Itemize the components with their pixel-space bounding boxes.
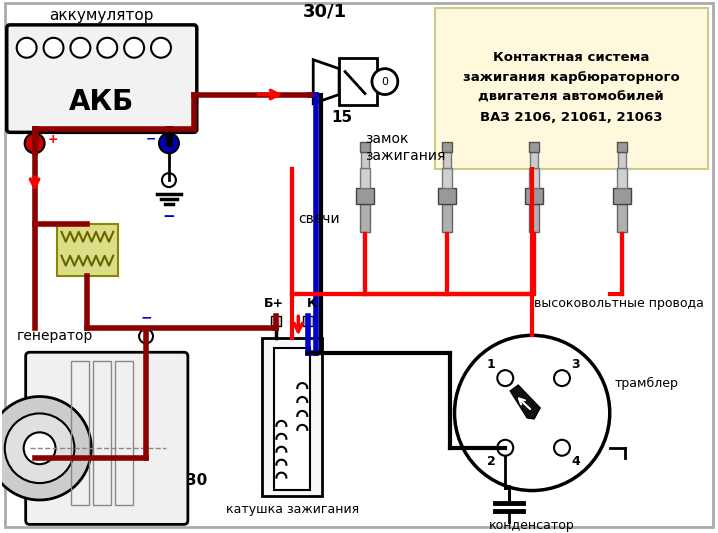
Bar [525,188,543,204]
Text: конденсатор: конденсатор [489,519,575,532]
Text: свечи: свечи [299,212,340,226]
Bar [442,142,452,152]
Circle shape [17,38,37,58]
Text: аккумулятор: аккумулятор [50,8,154,23]
Circle shape [0,397,91,500]
Circle shape [162,173,176,187]
FancyBboxPatch shape [26,352,188,524]
Bar [529,168,539,188]
Bar [360,204,370,232]
Bar [442,152,450,168]
Text: −: − [162,209,175,224]
Circle shape [454,335,610,490]
Text: 1: 1 [487,358,495,370]
Text: −: − [140,310,152,325]
Bar [617,152,625,168]
FancyBboxPatch shape [6,25,197,132]
Circle shape [554,370,570,386]
Circle shape [24,133,45,153]
Text: трамблер: трамблер [615,376,679,390]
Circle shape [139,329,153,343]
Polygon shape [510,385,540,419]
Text: 3: 3 [572,358,580,370]
Circle shape [151,38,171,58]
Bar [529,204,539,232]
Text: 30: 30 [186,473,207,488]
Text: Контактная система
зажигания карбюраторного
двигателя автомобилей
ВАЗ 2106, 2106: Контактная система зажигания карбюраторн… [462,51,679,124]
Bar [360,142,370,152]
Text: Б+: Б+ [264,297,284,310]
Circle shape [372,69,398,94]
Text: 15: 15 [331,110,353,125]
Text: −: − [146,133,156,146]
Text: +: + [47,133,58,146]
Circle shape [24,432,55,464]
Text: высоковольтные провода: высоковольтные провода [534,297,704,310]
Bar [530,152,538,168]
Circle shape [498,440,513,456]
Bar [617,142,627,152]
Circle shape [124,38,144,58]
Bar [274,348,310,489]
Bar [617,168,627,188]
Bar [442,168,452,188]
Bar [361,152,369,168]
Bar [360,168,370,188]
Text: АКБ: АКБ [69,88,134,117]
Circle shape [498,370,513,386]
Bar [57,224,118,276]
Bar [612,188,630,204]
Text: К: К [307,297,317,310]
Circle shape [159,133,179,153]
Circle shape [554,440,570,456]
Text: замок
зажигания: замок зажигания [365,132,445,163]
Text: генератор: генератор [17,329,93,343]
Polygon shape [313,60,339,103]
Text: катушка зажигания: катушка зажигания [225,504,359,516]
Bar [71,361,89,505]
Bar [263,338,322,496]
Bar [339,58,377,106]
Bar [93,361,111,505]
Bar [271,317,281,326]
Bar [303,317,313,326]
Bar [437,188,455,204]
Text: 2: 2 [487,455,495,468]
Bar [434,8,708,169]
Bar [356,188,374,204]
Circle shape [5,414,75,483]
Text: 4: 4 [572,455,580,468]
Circle shape [70,38,90,58]
Bar [529,142,539,152]
Bar [617,204,627,232]
Text: 30/1: 30/1 [303,3,348,21]
Bar [115,361,133,505]
Circle shape [44,38,63,58]
Bar [442,204,452,232]
Text: 0: 0 [381,77,388,86]
Circle shape [98,38,117,58]
